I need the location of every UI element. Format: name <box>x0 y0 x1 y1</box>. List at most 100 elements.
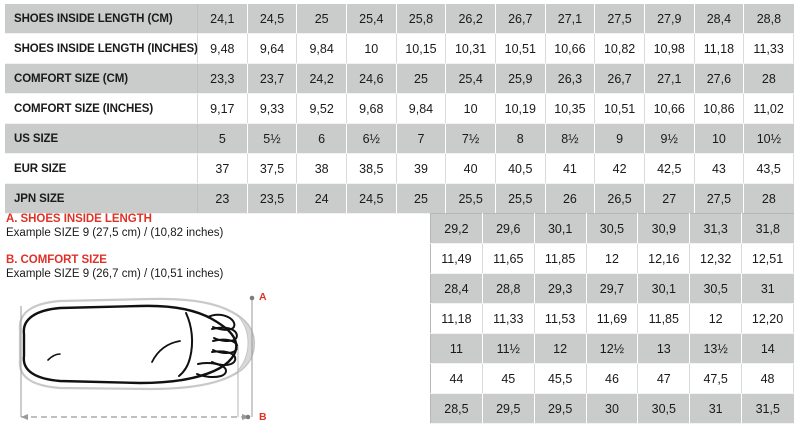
table-cell: 27,1 <box>545 4 596 34</box>
table-cell: 10,66 <box>545 33 596 64</box>
table-cell: 42 <box>594 153 645 184</box>
table-cell: 31,3 <box>689 213 743 244</box>
table-row: COMFORT SIZE (CM) 23,3 23,7 24,2 24,6 25 25,4 2… <box>5 63 794 94</box>
table-cell: 12,32 <box>689 243 743 274</box>
table-cell: 31 <box>689 393 743 424</box>
table-row: SHOES INSIDE LENGTH (CM) 24,1 24,5 25 25,4 25… <box>5 4 794 34</box>
table-cell: 26,7 <box>594 63 645 94</box>
legend-b-title: B. COMFORT SIZE <box>6 254 107 266</box>
table-cell: 44 <box>430 363 483 394</box>
table-cell: 10,98 <box>644 33 695 64</box>
table-cell: 25 <box>396 183 447 214</box>
table-cell: 43,5 <box>743 153 794 184</box>
table-cell: 9,17 <box>197 93 248 124</box>
table-cell: 9½ <box>644 123 695 154</box>
table-cell: 23,7 <box>247 63 298 94</box>
table-cell: 45 <box>482 363 535 394</box>
table-cell: 12 <box>534 333 587 364</box>
table-cell: 24,5 <box>247 4 298 34</box>
table-cell: 12½ <box>586 333 639 364</box>
table-cell: 23 <box>197 183 248 214</box>
table-cell: 28,8 <box>743 4 794 34</box>
table-cell: 7½ <box>445 123 496 154</box>
table-cell: 29,6 <box>482 213 535 244</box>
table-cell: 39 <box>396 153 447 184</box>
table-cell: 38 <box>296 153 347 184</box>
table-cell: 25,4 <box>346 4 397 34</box>
table-row: US SIZE 5 5½ 6 6½ 7 7½ 8 8½ 9 9½ 10 10½ <box>5 123 794 154</box>
measurement-legend: A. SHOES INSIDE LENGTH Example SIZE 9 (2… <box>6 212 406 294</box>
table-cell: 27 <box>644 183 695 214</box>
table-cell: 10,51 <box>594 93 645 124</box>
table-cell: 29,5 <box>534 393 587 424</box>
table-cell: 8 <box>495 123 546 154</box>
table-cell: 9,33 <box>247 93 298 124</box>
row-label: US SIZE <box>5 123 198 154</box>
table-cell: 13 <box>637 333 691 364</box>
table-cell: 25 <box>296 4 347 34</box>
table-cell: 23,5 <box>247 183 298 214</box>
table-cell: 28,4 <box>430 273 483 304</box>
table-cell: 14 <box>741 333 794 364</box>
table-row: 29,2 29,6 30,1 30,5 30,9 31,3 31,8 <box>430 213 794 244</box>
table-cell: 46 <box>586 363 639 394</box>
table-row: EUR SIZE 37 37,5 38 38,5 39 40 40,5 41 42 42,5 43 43… <box>5 153 794 184</box>
table-cell: 11,02 <box>743 93 794 124</box>
table-cell: 27,1 <box>644 63 695 94</box>
table-cell: 37,5 <box>247 153 298 184</box>
table-cell: 29,3 <box>534 273 587 304</box>
table-cell: 25,8 <box>396 4 447 34</box>
table-cell: 10,31 <box>445 33 496 64</box>
table-cell: 10,15 <box>396 33 447 64</box>
table-row: SHOES INSIDE LENGTH (INCHES) 9,48 9,64 9,84… <box>5 33 794 64</box>
table-cell: 10 <box>694 123 745 154</box>
size-chart-extended-table: 29,2 29,6 30,1 30,5 30,9 31,3 31,8 11,49 11,65 11… <box>430 213 794 424</box>
table-cell: 42,5 <box>644 153 695 184</box>
table-cell: 24,2 <box>296 63 347 94</box>
row-label: EUR SIZE <box>5 153 198 184</box>
row-label: COMFORT SIZE (INCHES) <box>5 93 198 124</box>
table-row: 11,49 11,65 11,85 12 12,16 12,32 12,51 <box>430 243 794 274</box>
table-cell: 9,84 <box>396 93 447 124</box>
table-cell: 28,4 <box>694 4 745 34</box>
table-cell: 29,2 <box>430 213 483 244</box>
big-toe-crease-path <box>178 312 194 377</box>
table-cell: 11,18 <box>430 303 483 334</box>
table-cell: 25,5 <box>495 183 546 214</box>
table-cell: 26,5 <box>594 183 645 214</box>
table-cell: 25,5 <box>445 183 496 214</box>
table-cell: 5 <box>197 123 248 154</box>
table-cell: 28,8 <box>482 273 535 304</box>
table-cell: 47,5 <box>689 363 743 394</box>
table-cell: 25 <box>396 63 447 94</box>
table-cell: 11,53 <box>534 303 587 334</box>
table-cell: 24,6 <box>346 63 397 94</box>
marker-b-dot <box>245 414 251 420</box>
table-row: 11,18 11,33 11,53 11,69 11,85 12 12,20 <box>430 303 794 334</box>
table-cell: 26,3 <box>545 63 596 94</box>
table-row: JPN SIZE 23 23,5 24 24,5 25 25,5 25,5 26 26,5 27 27… <box>5 183 794 214</box>
table-cell: 9,64 <box>247 33 298 64</box>
table-cell: 10,51 <box>495 33 546 64</box>
table-cell: 10 <box>445 93 496 124</box>
table-cell: 10 <box>346 33 397 64</box>
marker-a-label: A <box>259 291 267 303</box>
table-cell: 10,86 <box>694 93 745 124</box>
table-cell: 40 <box>445 153 496 184</box>
table-cell: 10,35 <box>545 93 596 124</box>
table-cell: 28 <box>743 183 794 214</box>
table-cell: 10,66 <box>644 93 695 124</box>
table-row: 28,5 29,5 29,5 30 30,5 31 31,5 <box>430 393 794 424</box>
table-cell: 27,9 <box>644 4 695 34</box>
toe-1-path <box>207 313 236 331</box>
table-cell: 26 <box>545 183 596 214</box>
table-cell: 27,5 <box>594 4 645 34</box>
table-cell: 10½ <box>743 123 794 154</box>
row-label: SHOES INSIDE LENGTH (INCHES) <box>5 33 198 64</box>
legend-b-text: Example SIZE 9 (26,7 cm) / (10,51 inches… <box>6 268 224 280</box>
row-label: JPN SIZE <box>5 183 198 214</box>
toe-3-path <box>212 338 239 355</box>
table-cell: 7 <box>396 123 447 154</box>
table-cell: 11,33 <box>482 303 535 334</box>
table-cell: 5½ <box>247 123 298 154</box>
